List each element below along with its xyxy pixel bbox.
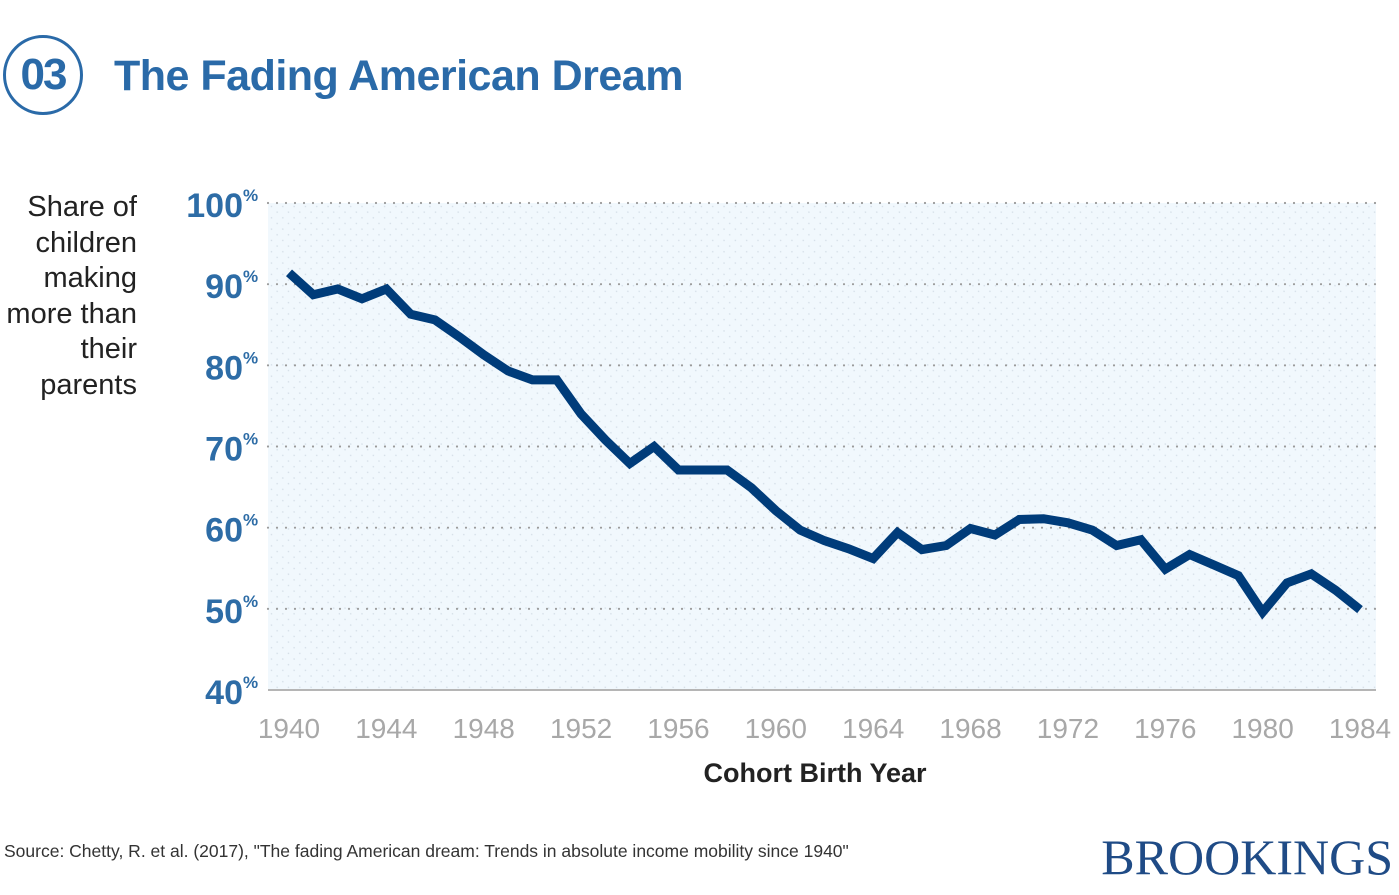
chart-number-badge: 03 [3,35,83,115]
x-tick-label: 1972 [1037,713,1099,744]
x-tick-label: 1960 [745,713,807,744]
x-tick-label: 1940 [258,713,320,744]
y-axis-label: Share of children making more than their… [0,190,137,403]
x-axis-label: Cohort Birth Year [703,758,927,788]
y-axis-label-line: their [80,333,137,365]
chart-number: 03 [20,50,68,99]
y-tick-unit: % [243,348,258,367]
y-axis-label-line: making [43,262,138,294]
brookings-logo: BROOKINGS [1101,829,1393,885]
y-axis-label-line: more than [6,297,137,330]
y-tick-unit: % [243,511,258,530]
y-tick-unit: % [243,267,258,286]
y-axis-label-line: parents [40,368,137,401]
x-tick-label: 1956 [647,713,709,744]
y-tick-label: 50 [205,593,243,631]
y-tick-label: 70 [205,431,243,469]
chart-title: The Fading American Dream [114,52,683,100]
x-tick-label: 1968 [939,713,1001,744]
y-tick-unit: % [243,673,258,692]
x-tick-label: 1948 [453,713,515,744]
y-axis-label-line: Share of [27,191,137,223]
y-tick-label: 60 [205,512,243,550]
x-tick-label: 1952 [550,713,612,744]
y-tick-label: 80 [205,349,243,387]
y-tick-unit: % [243,186,258,205]
y-tick-unit: % [243,430,258,449]
y-axis-label-line: children [35,226,137,259]
y-tick-label: 40 [205,674,243,712]
x-tick-label: 1984 [1329,713,1391,744]
x-tick-label: 1964 [842,713,904,744]
plot-hatch [268,203,1376,690]
source-note: Source: Chetty, R. et al. (2017), "The f… [4,841,849,861]
y-tick-label: 100 [186,187,243,225]
y-tick-label: 90 [205,268,243,306]
x-tick-label: 1944 [355,713,417,744]
x-tick-label: 1976 [1134,713,1196,744]
y-tick-unit: % [243,592,258,611]
x-tick-label: 1980 [1231,713,1293,744]
